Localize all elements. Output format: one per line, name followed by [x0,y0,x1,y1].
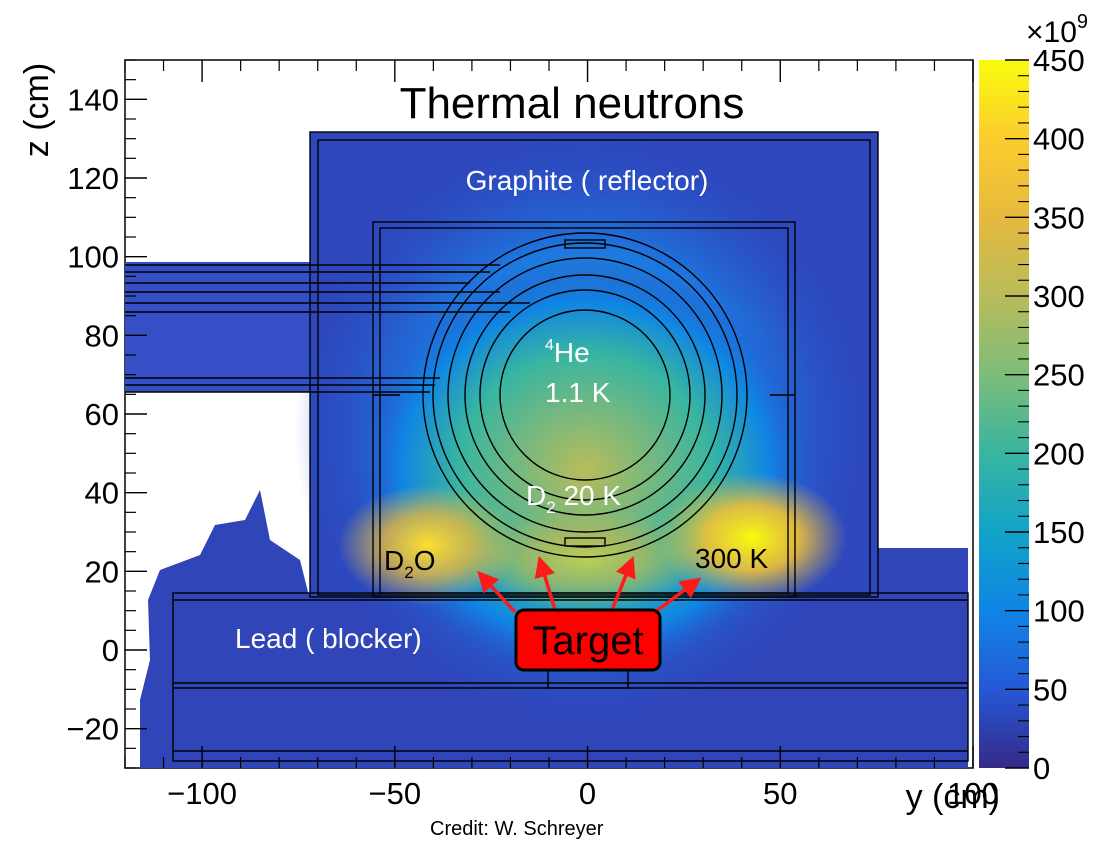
y-tick-label: 140 [67,82,119,117]
annotation-300k: 300 K [695,543,768,574]
annotation-helium-temp: 1.1 K [545,377,611,408]
x-tick-label: 50 [763,776,797,811]
colorbar-tick-label: 200 [1033,436,1085,471]
right-scatter-fill [876,548,968,598]
y-tick-label: 20 [85,554,119,589]
colorbar-multiplier-base: ×10 [1026,16,1077,49]
x-axis: −100 −50 0 50 100 [124,60,999,811]
colorbar-tick-label: 100 [1033,594,1085,629]
x-tick-label: 100 [947,776,999,811]
annotation-d2o-sub: 2 [404,563,413,582]
target-label: Target [532,619,643,663]
colorbar-axis: 0 50 100 150 200 250 300 350 400 450 [1005,43,1085,786]
colorbar-tick-label: 350 [1033,200,1085,235]
heatmap-cells [125,130,968,768]
x-tick-label: −100 [167,776,237,811]
target-arrows [477,555,702,614]
y-tick-label: 60 [85,397,119,432]
x-tick-label: 0 [579,776,596,811]
colorbar-tick-label: 300 [1033,279,1085,314]
y-tick-label: 120 [67,161,119,196]
annotation-lead: Lead ( blocker) [235,623,422,654]
colorbar-multiplier: ×109 [1026,11,1088,49]
y-tick-label: 40 [85,476,119,511]
y-axis: −20 0 20 40 60 80 100 120 140 [66,59,147,769]
x-axis-label: y (cm) [906,778,1000,816]
y-tick-label: 0 [102,633,119,668]
beamline-fill [125,262,315,392]
annotation-d2-sub: 2 [546,498,555,517]
annotation-d2-temp: 20 K [556,480,622,511]
colorbar-tick-label: 0 [1033,751,1050,786]
annotation-d2o-letter: D [384,545,404,576]
colorbar-tick-label: 50 [1033,672,1067,707]
annotation-graphite: Graphite ( reflector) [466,165,709,196]
annotation-d2: D2 20 K [526,480,621,517]
colorbar-tick-label: 150 [1033,515,1085,550]
colorbar-tick-label: 450 [1033,43,1085,78]
annotation-helium: 4He [545,337,590,368]
y-tick-label: 100 [67,240,119,275]
colorbar-multiplier-exp: 9 [1077,11,1088,33]
annotation-d2o-tail: O [414,545,436,576]
colorbar-tick-label: 400 [1033,122,1085,157]
left-scatter-fill [140,490,310,768]
y-axis-label: z (cm) [18,63,56,157]
geometry-outlines [125,131,969,762]
annotation-d2-letter: D [526,480,546,511]
annotation-d2o: D2O [384,545,435,582]
y-tick-label: −20 [66,712,119,747]
credit-text: Credit: W. Schreyer [430,818,604,840]
x-tick-label: −50 [369,776,422,811]
chart-title: Thermal neutrons [400,79,745,128]
y-tick-label: 80 [85,318,119,353]
hotspot-right [657,473,847,603]
target-box [514,608,662,672]
colorbar [979,60,1029,768]
annotation-helium-sup: 4 [545,337,554,354]
colorbar-tick-label: 250 [1033,358,1085,393]
annotation-helium-text: He [554,337,590,368]
